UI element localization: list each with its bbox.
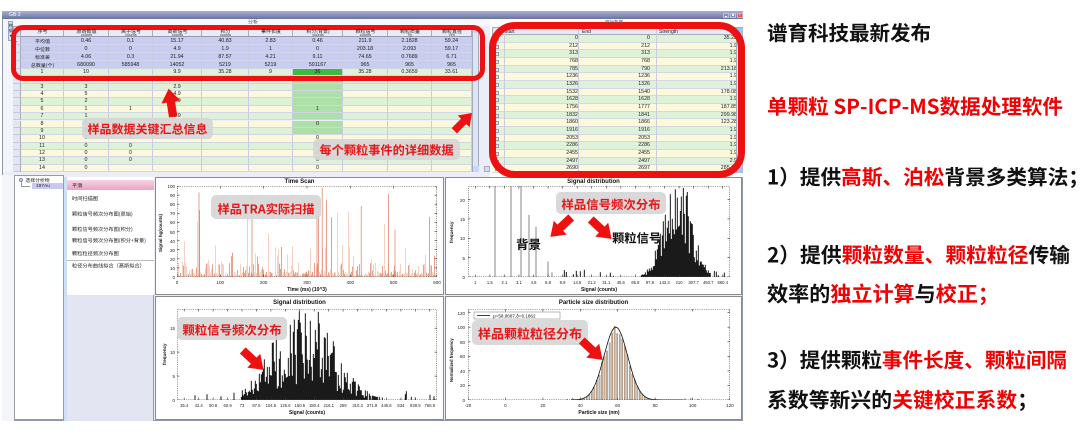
svg-text:μ=58.9687,δ=6.1862: μ=58.9687,δ=6.1862 [493, 313, 536, 318]
